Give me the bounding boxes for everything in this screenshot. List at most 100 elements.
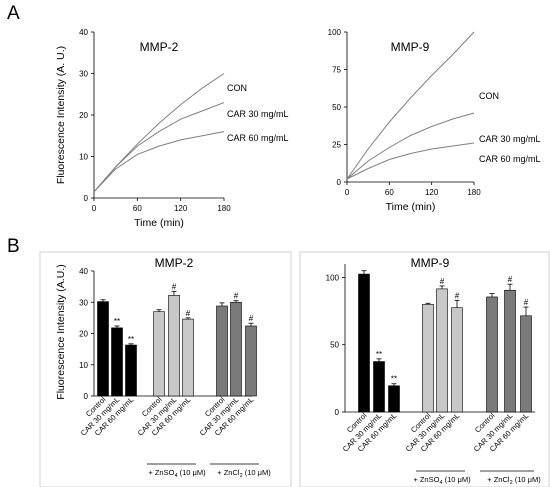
bar <box>436 288 448 413</box>
series-label: CON <box>227 83 247 93</box>
panel-border-b-left <box>39 251 292 487</box>
y-tick-label: 10 <box>79 361 88 370</box>
group-label-subscript: 2 <box>240 473 243 479</box>
y-tick-label: 20 <box>79 330 88 339</box>
line-chart-2: MMP-9 0 25 50 75 100 0 60 120 180 Time (min) CON CAR… <box>328 28 541 213</box>
chart-title: MMP-2 <box>140 40 179 54</box>
significance-mark: # <box>234 292 239 301</box>
panel-letter-a: A <box>7 3 20 24</box>
x-tick-label: 0 <box>92 204 97 213</box>
significance-mark: # <box>524 298 529 307</box>
bar <box>111 327 123 397</box>
bar <box>520 315 532 413</box>
y-tick-label: 40 <box>79 28 88 37</box>
significance-mark: # <box>186 309 191 318</box>
bar <box>245 325 257 397</box>
panel-letter-b: B <box>7 236 20 257</box>
group-label-prefix: + ZnSO <box>148 468 174 477</box>
chart-title: MMP-9 <box>391 40 430 54</box>
x-tick-label: 180 <box>217 204 231 213</box>
y-tick-label: 0 <box>84 392 89 401</box>
group-label-suffix: (10 μM) <box>178 468 207 477</box>
series-label: CON <box>479 91 499 101</box>
significance-mark: ** <box>128 335 134 344</box>
group-label: + ZnCl2 (10 μM) <box>487 475 541 486</box>
series-line <box>346 112 475 180</box>
line-chart-1: MMP-2 0 10 20 30 40 0 60 120 180 Time (min) Fluores… <box>55 28 289 229</box>
bar <box>388 385 400 413</box>
series-line <box>346 31 475 180</box>
bar-chart-1: MMP-2 0 10 20 30 40 Fluorescence Intensity (A.… <box>55 256 271 479</box>
group-label: + ZnSO4 (10 μM) <box>413 475 471 486</box>
significance-mark: # <box>455 291 460 300</box>
group-label-suffix: (10 μM) <box>513 475 542 484</box>
y-tick-label: 100 <box>326 273 340 282</box>
group-label-prefix: + ZnCl <box>487 475 510 484</box>
bar <box>504 289 516 413</box>
group-label: + ZnSO4 (10 μM) <box>148 468 206 479</box>
significance-mark: ** <box>114 317 120 326</box>
group-label-subscript: 4 <box>439 480 442 486</box>
x-tick-label: 180 <box>467 188 481 197</box>
y-tick-label: 25 <box>332 141 341 150</box>
bar <box>168 295 180 397</box>
group-label-prefix: + ZnSO <box>413 475 439 484</box>
x-tick-label: 60 <box>385 188 394 197</box>
chart-title: MMP-2 <box>155 256 194 270</box>
y-tick-label: 50 <box>332 103 341 112</box>
bar <box>422 304 434 413</box>
bar <box>230 301 242 397</box>
y-tick-label: 100 <box>328 28 342 37</box>
y-tick-label: 50 <box>330 341 339 350</box>
bar <box>373 361 385 413</box>
significance-mark: # <box>440 277 445 286</box>
group-label-subscript: 4 <box>174 473 177 479</box>
bar <box>358 273 370 413</box>
series-line <box>93 131 225 193</box>
x-tick-label: 60 <box>133 204 142 213</box>
series-label: CAR 30 mg/mL <box>479 134 541 144</box>
bar <box>97 301 109 397</box>
series-label: CAR 60 mg/mL <box>227 133 289 143</box>
group-label-suffix: (10 μM) <box>443 475 472 484</box>
x-tick-label: 120 <box>174 204 188 213</box>
y-axis-label: Fluorescence Intensity (A.U.) <box>55 264 67 399</box>
bar <box>451 307 463 413</box>
y-tick-label: 0 <box>335 408 340 417</box>
y-tick-label: 30 <box>79 70 88 79</box>
bar <box>486 296 498 413</box>
bar <box>125 344 137 397</box>
x-tick-label: 120 <box>425 188 439 197</box>
y-tick-label: 0 <box>337 178 342 187</box>
significance-mark: # <box>172 282 177 291</box>
bar <box>216 305 228 397</box>
group-label: + ZnCl2 (10 μM) <box>217 468 271 479</box>
group-label-suffix: (10 μM) <box>243 468 272 477</box>
significance-mark: # <box>249 314 254 323</box>
significance-mark: # <box>508 275 513 284</box>
y-tick-label: 0 <box>84 194 89 203</box>
y-axis-label: Fluorescence Intensity (A. U.) <box>55 46 67 184</box>
x-axis-label: Time (min) <box>386 201 436 213</box>
significance-mark: ** <box>376 350 382 359</box>
bar <box>182 318 194 397</box>
bar <box>153 311 165 397</box>
panel-border-b-right <box>299 251 550 487</box>
series-line <box>93 73 225 193</box>
series-line <box>346 142 475 180</box>
series-label: CAR 60 mg/mL <box>479 154 541 164</box>
y-tick-label: 20 <box>79 111 88 120</box>
y-tick-label: 75 <box>332 66 341 75</box>
x-tick-label: 0 <box>345 188 350 197</box>
series-label: CAR 30 mg/mL <box>227 109 289 119</box>
group-label-subscript: 2 <box>510 480 513 486</box>
y-tick-label: 10 <box>79 153 88 162</box>
chart-title: MMP-9 <box>411 256 450 270</box>
group-label-prefix: + ZnCl <box>217 468 240 477</box>
significance-mark: ** <box>391 375 397 384</box>
series-line <box>93 102 225 193</box>
y-tick-label: 40 <box>79 267 88 276</box>
x-axis-label: Time (min) <box>134 217 184 229</box>
